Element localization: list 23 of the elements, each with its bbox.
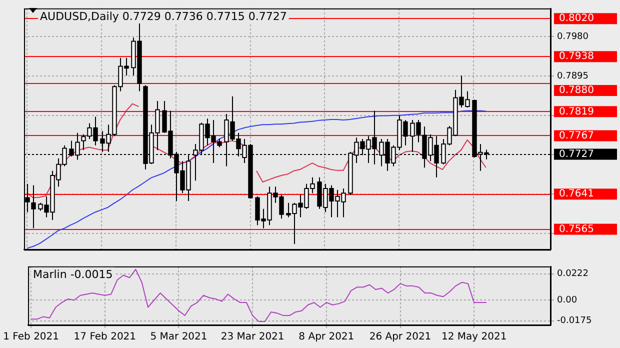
ref-line-label: 0.7819 (559, 106, 594, 118)
y-tick-label: 0.00 (557, 295, 578, 306)
x-tick-label: 26 Apr 2021 (369, 332, 432, 343)
x-tick-label: 23 Mar 2021 (220, 332, 284, 343)
ref-line-label: 0.7767 (559, 130, 594, 142)
y-tick-label: 0.7980 (557, 32, 589, 42)
ref-line-label: 0.7565 (559, 224, 594, 235)
x-tick-label: 17 Feb 2021 (74, 332, 136, 343)
y-tick-label: 0.7895 (557, 71, 588, 82)
ref-line-label: 0.7641 (559, 188, 594, 200)
chart-title: Marlin -0.0015 (33, 268, 113, 281)
x-tick-label: 5 Mar 2021 (150, 332, 208, 343)
y-tick-label: 0.0222 (557, 269, 588, 280)
y-tick-label: -0.0175 (557, 316, 592, 326)
ref-line-label: 0.7938 (559, 51, 594, 62)
chart-title: AUDUSD,Daily 0.7729 0.7736 0.7715 0.7727 (40, 10, 287, 23)
x-tick-label: 12 May 2021 (441, 332, 507, 343)
ref-line-label: 0.8020 (559, 13, 594, 24)
x-tick-label: 8 Apr 2021 (298, 332, 354, 343)
candlestick (31, 184, 36, 229)
ref-line-label: 0.7880 (559, 85, 594, 96)
ref-line-label: 0.7727 (559, 148, 594, 160)
x-tick-label: 1 Feb 2021 (3, 332, 60, 343)
